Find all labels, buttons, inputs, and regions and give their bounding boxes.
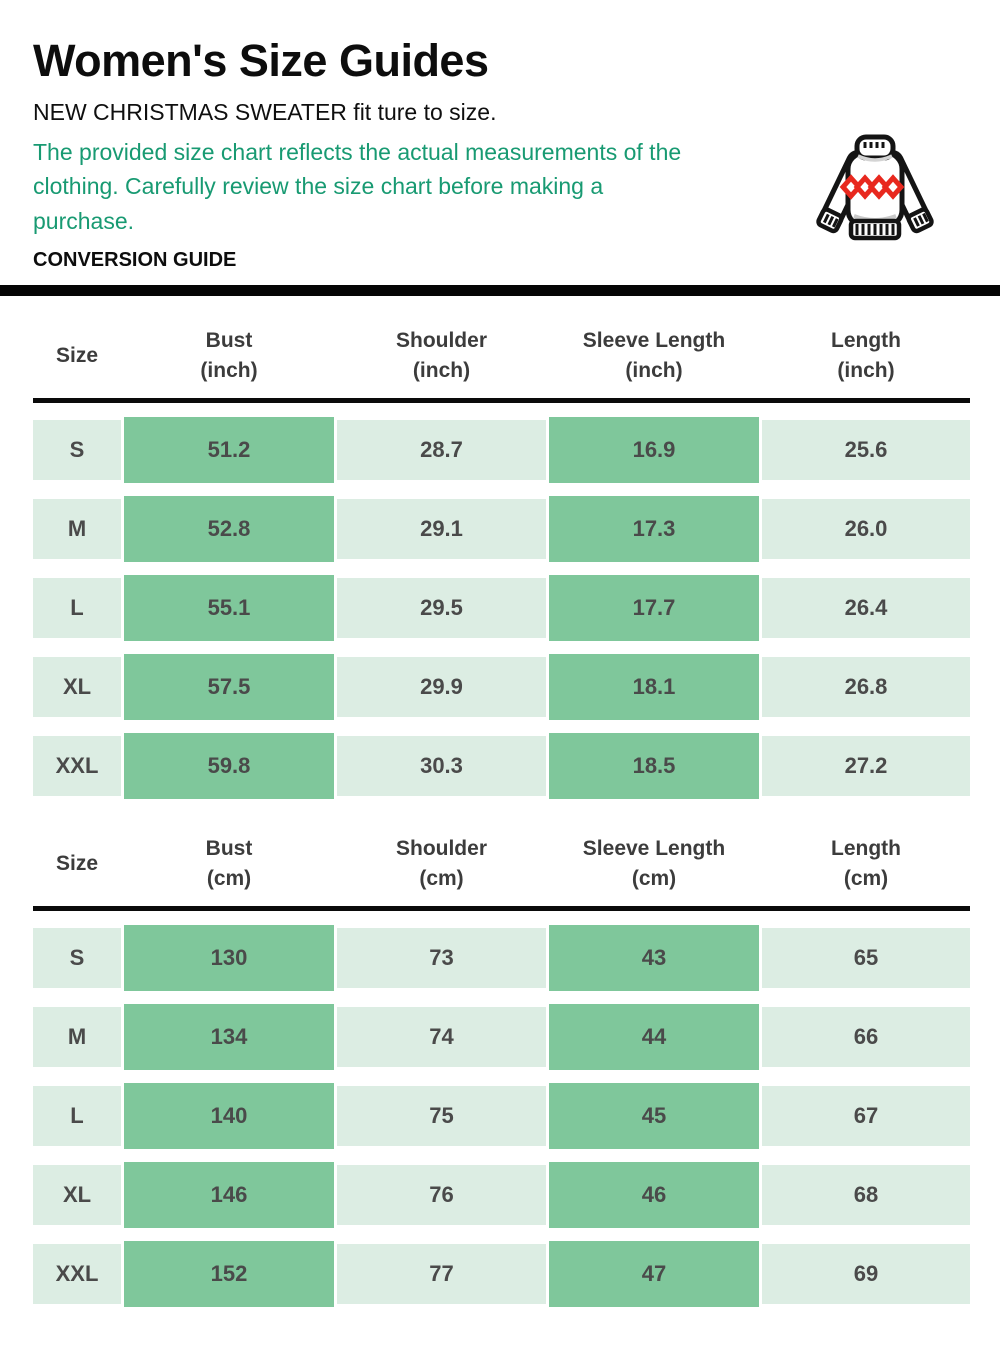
table-header-row: Size Bust (inch) Shoulder (inch) Sleeve … [33,323,970,389]
table-body: S 130 73 43 65 M 134 74 44 66 L 140 75 4… [33,925,970,1308]
bust-cell: 130 [124,925,334,992]
length-cell: 26.4 [762,578,970,639]
bust-cell: 140 [124,1083,334,1150]
size-cell: XXL [33,736,121,797]
table-row: XXL 152 77 47 69 [33,1241,970,1308]
sleeve-cell: 18.5 [549,733,759,800]
bust-cell: 152 [124,1241,334,1308]
sleeve-cell: 18.1 [549,654,759,721]
shoulder-cell: 29.5 [337,578,546,639]
subtitle: NEW CHRISTMAS SWEATER fit ture to size. [33,98,497,125]
header-rule [33,398,970,404]
bust-cell: 146 [124,1162,334,1229]
sleeve-cell: 46 [549,1162,759,1229]
size-cell: XL [33,1165,121,1226]
table-header-row: Size Bust (cm) Shoulder (cm) Sleeve Leng… [33,831,970,897]
table-row: L 55.1 29.5 17.7 26.4 [33,575,970,642]
sleeve-cell: 43 [549,925,759,992]
sleeve-cell: 17.3 [549,496,759,563]
shoulder-cell: 73 [337,928,546,989]
bust-cell: 52.8 [124,496,334,563]
page: Women's Size Guides NEW CHRISTMAS SWEATE… [0,35,1000,1308]
size-cell: S [33,928,121,989]
length-cell: 66 [762,1007,970,1068]
table-row: XL 57.5 29.9 18.1 26.8 [33,654,970,721]
bust-cell: 134 [124,1004,334,1071]
page-title: Women's Size Guides [33,35,489,86]
table-row: S 51.2 28.7 16.9 25.6 [33,417,970,484]
length-cell: 68 [762,1165,970,1226]
conversion-guide-label: CONVERSION GUIDE [33,249,237,272]
column-header-length: Length (cm) [831,836,901,891]
column-header-length: Length (inch) [831,328,901,383]
table-row: M 52.8 29.1 17.3 26.0 [33,496,970,563]
size-cell: S [33,420,121,481]
header-rule [33,906,970,912]
column-header-shoulder: Shoulder (inch) [395,328,487,383]
section-divider [0,285,1000,297]
size-table-inch: Size Bust (inch) Shoulder (inch) Sleeve … [33,323,970,800]
size-chart-note: The provided size chart reflects the act… [33,138,682,234]
size-cell: M [33,1007,121,1068]
size-cell: XL [33,657,121,718]
column-header-sleeve-length: Sleeve Length (inch) [582,328,726,383]
length-cell: 65 [762,928,970,989]
column-header-bust: Bust (inch) [200,328,258,383]
bust-cell: 51.2 [124,417,334,484]
column-header-bust: Bust (cm) [205,836,253,891]
size-cell: L [33,578,121,639]
length-cell: 26.8 [762,657,970,718]
sleeve-cell: 16.9 [549,417,759,484]
size-table-cm: Size Bust (cm) Shoulder (cm) Sleeve Leng… [33,831,970,1308]
table-row: M 134 74 44 66 [33,1004,970,1071]
bust-cell: 57.5 [124,654,334,721]
size-cell: L [33,1086,121,1147]
shoulder-cell: 75 [337,1086,546,1147]
bust-cell: 59.8 [124,733,334,800]
shoulder-cell: 28.7 [337,420,546,481]
sleeve-cell: 45 [549,1083,759,1150]
table-row: S 130 73 43 65 [33,925,970,992]
size-cell: XXL [33,1244,121,1305]
column-header-shoulder: Shoulder (cm) [395,836,487,891]
table-body: S 51.2 28.7 16.9 25.6 M 52.8 29.1 17.3 2… [33,417,970,800]
sleeve-cell: 47 [549,1241,759,1308]
shoulder-cell: 29.1 [337,499,546,560]
length-cell: 25.6 [762,420,970,481]
table-row: XXL 59.8 30.3 18.5 27.2 [33,733,970,800]
table-row: L 140 75 45 67 [33,1083,970,1150]
sweater-icon [816,134,934,241]
length-cell: 26.0 [762,499,970,560]
sleeve-cell: 17.7 [549,575,759,642]
shoulder-cell: 74 [337,1007,546,1068]
shoulder-cell: 77 [337,1244,546,1305]
column-header-sleeve-length: Sleeve Length (cm) [582,836,726,891]
length-cell: 27.2 [762,736,970,797]
size-cell: M [33,499,121,560]
sleeve-cell: 44 [549,1004,759,1071]
length-cell: 69 [762,1244,970,1305]
table-row: XL 146 76 46 68 [33,1162,970,1229]
shoulder-cell: 30.3 [337,736,546,797]
column-header-size: Size [55,343,99,367]
shoulder-cell: 76 [337,1165,546,1226]
bust-cell: 55.1 [124,575,334,642]
length-cell: 67 [762,1086,970,1147]
column-header-size: Size [55,851,99,875]
shoulder-cell: 29.9 [337,657,546,718]
